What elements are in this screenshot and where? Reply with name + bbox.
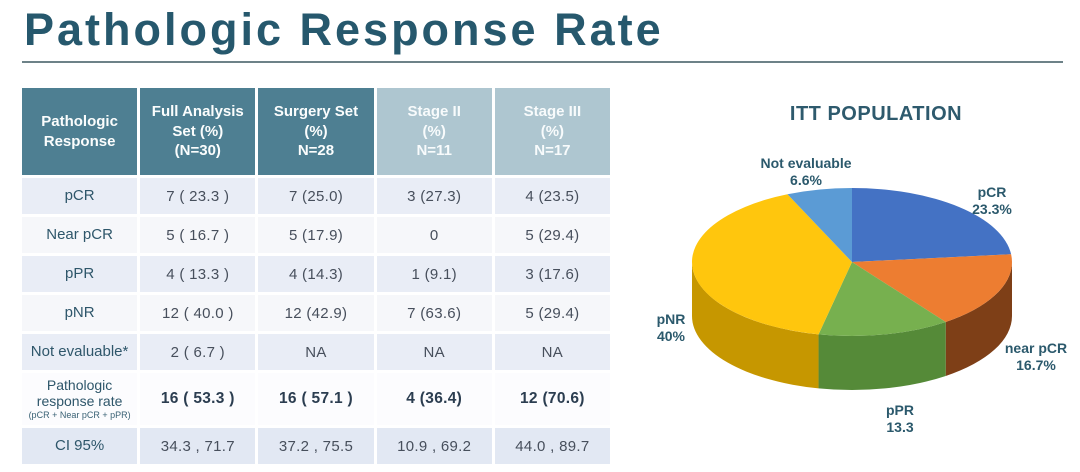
row-label-not-evaluable: Not evaluable* — [22, 334, 138, 370]
cell-pathologic-response-rate-col1: 16 ( 53.3 ) — [140, 373, 256, 425]
pie-label-ppr-value: 13.3 — [886, 418, 914, 435]
cell-not-evaluable-col1: 2 ( 6.7 ) — [140, 334, 256, 370]
row-label-pcr: pCR — [22, 178, 138, 214]
pie-side-pnr — [692, 262, 819, 389]
cell-ci-95-col1: 34.3 , 71.7 — [140, 428, 256, 464]
cell-not-evaluable-col4: NA — [494, 334, 610, 370]
pie-label-ppr: pPR 13.3 — [886, 402, 914, 436]
title-divider — [22, 61, 1063, 63]
cell-pcr-col2: 7 (25.0) — [258, 178, 374, 214]
cell-pcr-col4: 4 (23.5) — [494, 178, 610, 214]
pathologic-response-table: Pathologic Response Full Analysis Set (%… — [22, 88, 610, 464]
cell-pcr-col1: 7 ( 23.3 ) — [140, 178, 256, 214]
cell-ppr-col4: 3 (17.6) — [494, 256, 610, 292]
pie-label-pcr-value: 23.3% — [972, 200, 1012, 217]
pie-side-near-pcr — [945, 262, 1012, 376]
col-header-pathologic-response: Pathologic Response — [22, 88, 138, 175]
cell-ppr-col2: 4 (14.3) — [258, 256, 374, 292]
pie-label-not-evaluable-value: 6.6% — [790, 171, 822, 188]
col-header-stage-ii: Stage II (%) N=11 — [376, 88, 492, 175]
cell-ppr-col1: 4 ( 13.3 ) — [140, 256, 256, 292]
cell-near-pcr-col1: 5 ( 16.7 ) — [140, 217, 256, 253]
cell-pcr-col3: 3 (27.3) — [376, 178, 492, 214]
col-header-full-analysis-set: Full Analysis Set (%) (N=30) — [140, 88, 256, 175]
pie-side-ppr — [818, 321, 946, 390]
pie-label-not-evaluable: Not evaluable 6.6% — [760, 155, 851, 189]
cell-near-pcr-col2: 5 (17.9) — [258, 217, 374, 253]
pie-slice-pnr — [691, 194, 852, 335]
col-header-surgery-set: Surgery Set (%) N=28 — [258, 88, 374, 175]
pie-label-near-pcr-name: near pCR — [1004, 340, 1068, 356]
cell-ci-95-col4: 44.0 , 89.7 — [494, 428, 610, 464]
cell-pathologic-response-rate-col3: 4 (36.4) — [376, 373, 492, 425]
cell-pnr-col2: 12 (42.9) — [258, 295, 374, 331]
pie-slice-pcr — [852, 188, 1012, 262]
pie-label-near-pcr: near pCR 16.7% — [1005, 340, 1067, 374]
cell-ci-95-col2: 37.2 , 75.5 — [258, 428, 374, 464]
cell-pnr-col1: 12 ( 40.0 ) — [140, 295, 256, 331]
cell-ci-95-col3: 10.9 , 69.2 — [376, 428, 492, 464]
cell-near-pcr-col4: 5 (29.4) — [494, 217, 610, 253]
pie-slice-ppr — [818, 262, 946, 336]
pie-chart-title: ITT POPULATION — [789, 103, 963, 125]
row-label-ppr: pPR — [22, 256, 138, 292]
row-label-near-pcr: Near pCR — [22, 217, 138, 253]
cell-pnr-col4: 5 (29.4) — [494, 295, 610, 331]
row-label-ci-95: CI 95% — [22, 428, 138, 464]
pie-label-near-pcr-value: 16.7% — [1016, 356, 1056, 373]
cell-pathologic-response-rate-col2: 16 ( 57.1 ) — [258, 373, 374, 425]
cell-not-evaluable-col2: NA — [258, 334, 374, 370]
pie-label-ppr-name: pPR — [886, 402, 914, 418]
cell-ppr-col3: 1 (9.1) — [376, 256, 492, 292]
col-header-stage-iii: Stage III (%) N=17 — [494, 88, 610, 175]
row-label-pnr: pNR — [22, 295, 138, 331]
pie-label-pcr-name: pCR — [977, 184, 1007, 200]
pie-slice-not-evaluable — [787, 188, 852, 262]
cell-near-pcr-col3: 0 — [376, 217, 492, 253]
pie-label-not-evaluable-name: Not evaluable — [760, 155, 852, 171]
pie-label-pnr-name: pNR — [656, 311, 686, 327]
row-label-pathologic-response-rate: Pathologic response rate (pCR + Near pCR … — [22, 373, 138, 425]
cell-pathologic-response-rate-col4: 12 (70.6) — [494, 373, 610, 425]
pie-slice-near-pcr — [852, 254, 1012, 322]
page-title: Pathologic Response Rate — [24, 4, 664, 55]
pie-label-pcr: pCR 23.3% — [972, 184, 1012, 218]
pie-label-pnr-value: 40% — [656, 327, 686, 344]
cell-not-evaluable-col3: NA — [376, 334, 492, 370]
cell-pnr-col3: 7 (63.6) — [376, 295, 492, 331]
pie-label-pnr: pNR 40% — [657, 311, 686, 345]
itt-population-pie-chart — [691, 188, 1012, 390]
